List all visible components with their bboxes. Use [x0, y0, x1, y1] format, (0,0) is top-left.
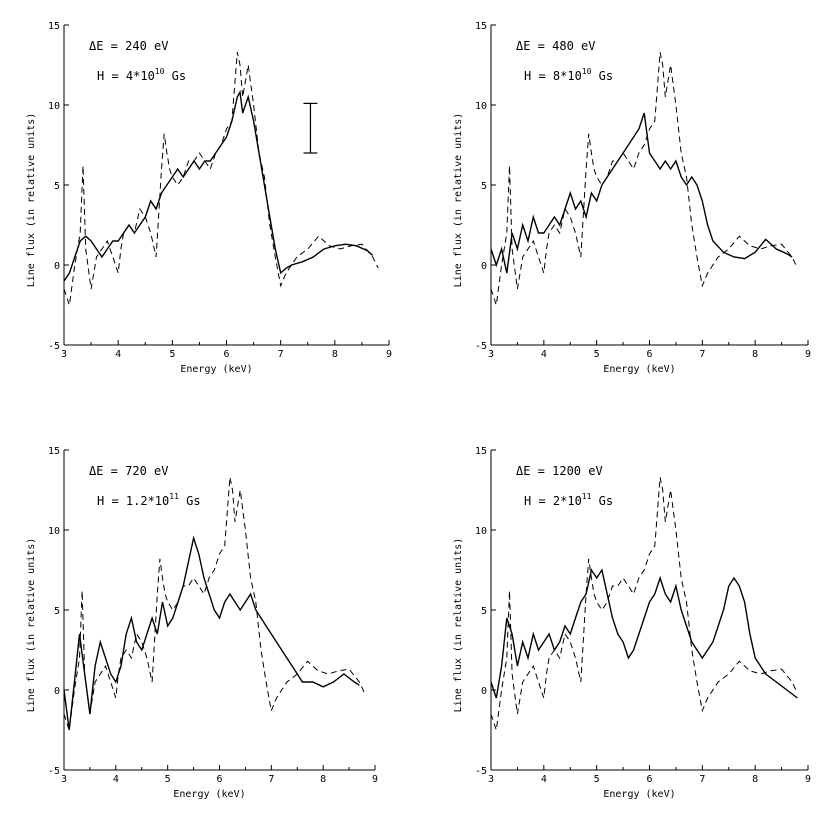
y-axis-title: Line flux (in relative units) — [453, 113, 464, 288]
y-tick-label: 5 — [54, 181, 60, 192]
delta-e-label: ΔE = 480 eV — [516, 39, 595, 53]
chart-panel-2: 3 4 5 6 7 8 9 -5 0 5 10 15 Energy (keV) Line flux (in… — [453, 21, 811, 375]
delta-e-label: ΔE = 1200 eV — [516, 464, 603, 478]
x-tick-label: 4 — [541, 349, 547, 360]
y-tick-label: 10 — [475, 101, 487, 112]
x-tick-label: 6 — [646, 349, 652, 360]
chart-panel-4: 3 4 5 6 7 8 9 -5 0 5 10 15 Energy (keV) Line flux (in… — [453, 446, 811, 800]
x-tick-label: 5 — [165, 774, 171, 785]
solid-series-line — [490, 112, 793, 274]
solid-series-line — [63, 90, 374, 282]
y-axis-title: Line flux (in relative units) — [26, 113, 37, 288]
y-tick-label: 15 — [48, 446, 60, 457]
y-tick-label: 15 — [48, 21, 60, 32]
solid-series-line — [490, 568, 798, 699]
magnetic-field-label: H = 2*1011 Gs — [524, 492, 613, 508]
error-bar — [303, 102, 318, 154]
x-tick-label: 7 — [699, 774, 705, 785]
y-tick-label: 0 — [54, 686, 60, 697]
x-tick-label: 9 — [805, 774, 811, 785]
dashed-series-line — [490, 477, 798, 731]
x-tick-label: 5 — [594, 774, 600, 785]
x-tick-label: 9 — [805, 349, 811, 360]
y-tick-label: 10 — [475, 526, 487, 537]
y-tick-label: 0 — [481, 261, 487, 272]
x-tick-label: 9 — [372, 774, 378, 785]
chart-panel-3: 3 4 5 6 7 8 9 -5 0 5 10 15 Energy (keV) Line flux (in… — [26, 446, 378, 800]
x-tick-label: 6 — [646, 774, 652, 785]
y-tick-label: 15 — [475, 446, 487, 457]
y-tick-label: 0 — [481, 686, 487, 697]
y-tick-label: -5 — [475, 341, 487, 352]
x-tick-label: 6 — [216, 774, 222, 785]
dashed-series-line — [490, 52, 798, 306]
x-tick-label: 3 — [61, 349, 67, 360]
x-tick-label: 4 — [113, 774, 119, 785]
y-tick-label: 0 — [54, 261, 60, 272]
y-tick-label: 10 — [48, 526, 60, 537]
x-tick-label: 8 — [752, 349, 758, 360]
y-tick-label: -5 — [48, 766, 60, 777]
delta-e-label: ΔE = 240 eV — [89, 39, 168, 53]
y-axis-title: Line flux (in relative units) — [26, 538, 37, 713]
chart-panel-1: 3 4 5 6 7 8 9 -5 0 5 10 15 Energy (keV) Line flux (in… — [26, 21, 392, 375]
magnetic-field-label: H = 1.2*1011 Gs — [97, 492, 201, 508]
delta-e-label: ΔE = 720 eV — [89, 464, 168, 478]
x-tick-label: 8 — [332, 349, 338, 360]
magnetic-field-label: H = 8*1010 Gs — [524, 67, 613, 83]
x-tick-label: 6 — [223, 349, 229, 360]
x-axis-title: Energy (keV) — [603, 364, 675, 375]
y-tick-label: 5 — [481, 606, 487, 617]
x-axis-title: Energy (keV) — [180, 364, 252, 375]
x-tick-label: 7 — [699, 349, 705, 360]
x-tick-label: 8 — [752, 774, 758, 785]
magnetic-field-label: H = 4*1010 Gs — [97, 67, 186, 83]
x-tick-label: 4 — [115, 349, 121, 360]
x-axis-title: Energy (keV) — [173, 789, 245, 800]
x-axis-title: Energy (keV) — [603, 789, 675, 800]
y-tick-label: 5 — [481, 181, 487, 192]
x-tick-label: 3 — [61, 774, 67, 785]
y-tick-label: 5 — [54, 606, 60, 617]
y-axis-title: Line flux (in relative units) — [453, 538, 464, 713]
dashed-series-line — [63, 477, 366, 731]
x-tick-label: 5 — [169, 349, 175, 360]
y-tick-label: -5 — [475, 766, 487, 777]
y-tick-label: 10 — [48, 101, 60, 112]
x-tick-label: 8 — [320, 774, 326, 785]
solid-series-line — [63, 535, 360, 731]
x-tick-label: 9 — [386, 349, 392, 360]
x-tick-label: 7 — [278, 349, 284, 360]
x-tick-label: 3 — [488, 774, 494, 785]
x-tick-label: 7 — [268, 774, 274, 785]
x-tick-label: 3 — [488, 349, 494, 360]
x-tick-label: 5 — [594, 349, 600, 360]
y-tick-label: -5 — [48, 341, 60, 352]
dashed-series-line — [63, 52, 379, 306]
y-tick-label: 15 — [475, 21, 487, 32]
x-tick-label: 4 — [541, 774, 547, 785]
